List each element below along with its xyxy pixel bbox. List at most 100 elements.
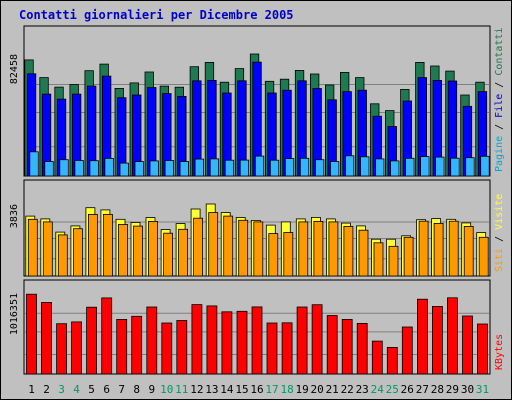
bar-pagine-day-11 (179, 161, 190, 177)
x-tick-label-day-19: 19 (295, 383, 308, 396)
bar-kbytes-day-11 (176, 320, 188, 375)
bar-pagine-day-18 (284, 158, 295, 177)
bar-siti-day-7 (118, 223, 128, 277)
bar-kbytes-day-3 (56, 323, 67, 375)
x-tick-label-day-3: 3 (58, 383, 65, 396)
bar-kbytes-day-2 (41, 301, 52, 375)
bar-siti-day-3 (57, 234, 68, 277)
bar-kbytes-day-21 (326, 315, 338, 375)
bar-pagine-day-19 (299, 157, 310, 177)
bar-siti-day-19 (298, 221, 309, 277)
bar-pagine-day-9 (149, 160, 159, 177)
bar-siti-day-17 (268, 233, 279, 277)
bar-siti-day-2 (42, 221, 53, 277)
bar-kbytes-day-7 (116, 318, 128, 375)
bar-pagine-day-12 (194, 158, 205, 177)
x-tick-label-day-12: 12 (190, 383, 203, 396)
x-tick-label-day-21: 21 (326, 383, 339, 396)
bar-siti-day-23 (358, 229, 369, 277)
bar-siti-day-28 (433, 222, 444, 277)
bar-kbytes-day-9 (146, 306, 158, 375)
x-tick-label-day-8: 8 (133, 383, 140, 396)
bar-siti-day-25 (388, 245, 399, 277)
bar-kbytes-day-23 (356, 322, 368, 375)
bar-siti-day-6 (103, 213, 113, 277)
bar-pagine-day-24 (375, 158, 385, 177)
bar-siti-day-1 (27, 218, 38, 277)
bar-siti-day-13 (208, 212, 219, 277)
bar-siti-day-5 (88, 213, 98, 277)
bar-pagine-day-21 (329, 161, 340, 177)
x-tick-label-day-7: 7 (118, 383, 125, 396)
bar-pagine-day-5 (89, 160, 99, 177)
x-tick-label-day-23: 23 (356, 383, 369, 396)
bar-kbytes-day-5 (86, 306, 97, 375)
bar-siti-day-9 (148, 220, 158, 277)
bar-kbytes-day-16 (251, 306, 263, 375)
bar-pagine-day-15 (239, 159, 250, 177)
x-tick-label-day-27: 27 (416, 383, 429, 396)
panel-visite: 3836 Siti / Visite (9, 179, 505, 277)
bar-kbytes-day-4 (71, 321, 82, 375)
x-tick-label-day-17: 17 (265, 383, 278, 396)
x-tick-label-day-10: 10 (160, 383, 173, 396)
bar-kbytes-day-24 (371, 340, 383, 375)
bar-kbytes-day-17 (266, 322, 278, 375)
bar-kbytes-day-29 (446, 297, 458, 375)
bar-siti-day-24 (373, 242, 384, 277)
bar-pagine-day-4 (74, 160, 84, 177)
bar-kbytes-day-1 (26, 293, 37, 375)
x-tick-label-day-30: 30 (461, 383, 474, 396)
bar-siti-day-11 (178, 228, 189, 277)
bar-pagine-day-25 (390, 160, 400, 177)
bar-kbytes-day-18 (281, 322, 293, 375)
legend-part-1: / (494, 118, 505, 136)
x-tick-label-day-6: 6 (103, 383, 110, 396)
bar-kbytes-day-8 (131, 315, 143, 375)
bar-kbytes-day-12 (191, 304, 203, 375)
bar-pagine-day-28 (435, 156, 445, 177)
panel-kbytes: 1016351 KBytes (9, 279, 505, 375)
bar-pagine-day-14 (224, 159, 235, 177)
x-tick-label-day-1: 1 (28, 383, 35, 396)
bar-kbytes-day-28 (431, 305, 443, 375)
legend-part-2: File (494, 94, 505, 118)
x-tick-label-day-25: 25 (386, 383, 399, 396)
legend-part-0: Pagine (494, 136, 505, 172)
panel-contatti: 82458 Pagine / File / Contatti (9, 25, 505, 177)
x-tick-label-day-13: 13 (205, 383, 218, 396)
legend-part-4: Contatti (494, 27, 505, 75)
y-tick-label: 82458 (9, 54, 20, 84)
bar-kbytes-day-31 (477, 323, 488, 375)
bar-siti-day-21 (328, 221, 339, 277)
bar-pagine-day-20 (314, 159, 325, 177)
x-tick-label-day-2: 2 (43, 383, 50, 396)
legend-part-3: / (494, 76, 505, 94)
bar-siti-day-20 (313, 220, 324, 277)
x-tick-label-day-15: 15 (235, 383, 248, 396)
bar-pagine-day-8 (134, 161, 144, 177)
bar-siti-day-4 (73, 228, 83, 277)
x-tick-label-day-16: 16 (250, 383, 263, 396)
x-axis-labels: 1 2 3 4 5 6 7 8 9 10 11 12 13 14 15 16 17 18 19 20 21 22 23 24 2… (28, 383, 489, 396)
bar-kbytes-day-25 (386, 346, 398, 375)
bar-kbytes-day-6 (101, 297, 113, 375)
panel-right-label: KBytes (494, 334, 505, 370)
bar-siti-day-26 (403, 236, 414, 277)
bar-kbytes-day-14 (221, 311, 233, 375)
y-tick-label: 3836 (9, 204, 20, 228)
bar-pagine-day-2 (44, 161, 54, 177)
bar-pagine-day-31 (480, 155, 490, 177)
bar-siti-day-30 (463, 225, 474, 277)
x-tick-label-day-24: 24 (371, 383, 385, 396)
bar-kbytes-day-26 (401, 326, 413, 375)
bar-pagine-day-23 (360, 156, 370, 177)
bar-siti-day-15 (238, 219, 249, 277)
bar-pagine-day-27 (420, 156, 430, 177)
legend-part-0: Siti (494, 248, 505, 272)
bar-siti-day-29 (448, 220, 459, 277)
bar-kbytes-day-20 (311, 304, 323, 375)
bar-pagine-day-3 (59, 159, 69, 177)
x-tick-label-day-5: 5 (88, 383, 95, 396)
bar-kbytes-day-22 (341, 318, 353, 375)
